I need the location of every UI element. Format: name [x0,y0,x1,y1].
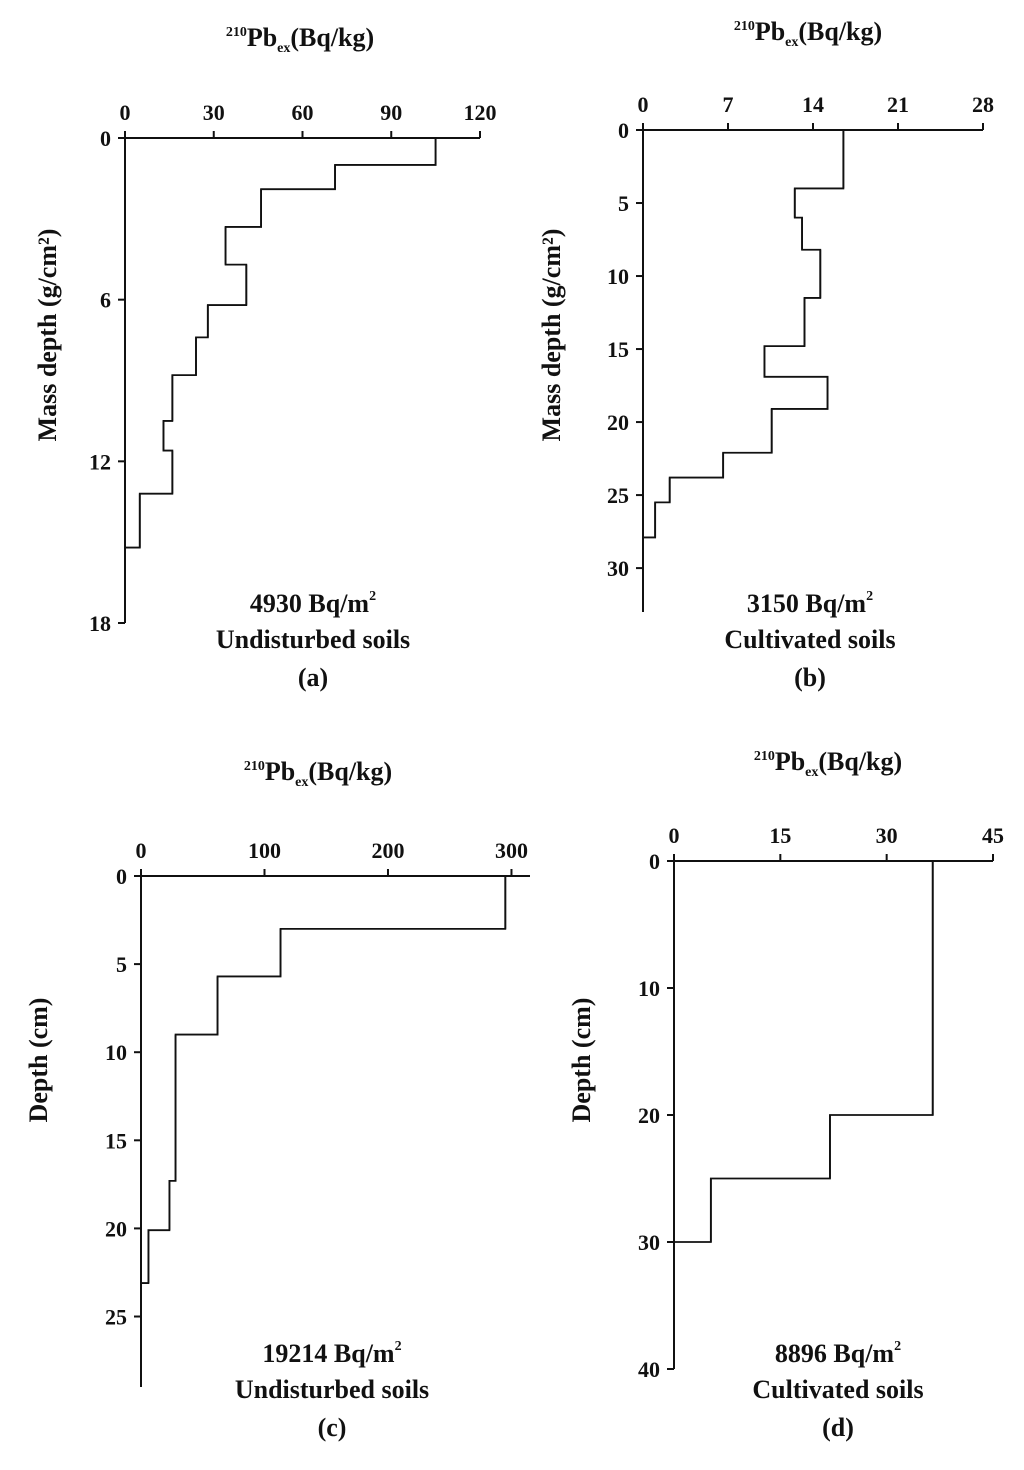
y-tick-label-a: 0 [100,126,111,151]
y-tick-label-c: 25 [105,1305,127,1330]
y-tick-label-d: 0 [649,849,660,874]
inventory-value: 3150 Bq/m [747,589,867,618]
soil-type-label-b: Cultivated soils [724,625,895,654]
inventory-sup: 2 [395,1339,402,1354]
x-tick-label-a: 60 [292,100,314,125]
x-axis-title-unit: (Bq/kg) [798,17,882,46]
panel-label-b: (b) [794,663,826,692]
y-tick-label-d: 30 [638,1230,660,1255]
x-tick-label-a: 90 [380,100,402,125]
y-tick-label-b: 15 [607,337,629,362]
x-axis-title-b: 210Pbex(Bq/kg) [734,17,882,50]
soil-type-label-a: Undisturbed soils [216,625,410,654]
inventory-value: 19214 Bq/m [262,1339,395,1368]
x-axis-title-sub: ex [295,775,308,790]
x-tick-label-d: 15 [769,823,791,848]
inventory-value: 4930 Bq/m [250,589,370,618]
inventory-sup: 2 [369,589,376,604]
x-tick-label-b: 7 [723,92,734,117]
y-tick-label-a: 6 [100,288,111,313]
x-tick-label-b: 21 [887,92,909,117]
x-axis-title-sub: ex [805,765,818,780]
panel-label-c: (c) [318,1413,347,1442]
y-tick-label-b: 10 [607,264,629,289]
profile-line-d [674,860,934,1243]
y-tick-label-a: 18 [89,611,111,636]
x-axis-title-unit: (Bq/kg) [818,747,902,776]
y-tick-label-b: 0 [618,118,629,143]
y-tick-label-d: 40 [638,1357,660,1382]
x-tick-label-d: 30 [876,823,898,848]
y-tick-label-b: 25 [607,483,629,508]
x-tick-label-c: 0 [136,838,147,863]
profile-line-b [643,129,845,539]
y-tick-label-c: 15 [105,1128,127,1153]
y-tick-label-c: 20 [105,1216,127,1241]
x-axis-title-base: Pb [247,23,277,52]
inventory-value: 8896 Bq/m [775,1339,895,1368]
x-tick-label-b: 0 [638,92,649,117]
y-tick-label-d: 10 [638,976,660,1001]
y-tick-label-a: 12 [89,449,111,474]
x-axis-title-sub: ex [277,41,290,56]
inventory-label-a: 4930 Bq/m2 [250,589,376,618]
x-axis-title-sup: 210 [226,25,247,40]
x-tick-label-b: 28 [972,92,994,117]
x-tick-label-d: 0 [669,823,680,848]
y-tick-label-c: 0 [116,864,127,889]
x-tick-label-d: 45 [982,823,1004,848]
x-axis-title-c: 210Pbex(Bq/kg) [244,757,392,790]
y-tick-label-b: 20 [607,410,629,435]
inventory-sup: 2 [894,1339,901,1354]
x-tick-label-c: 200 [371,838,404,863]
panel-label-d: (d) [822,1413,854,1442]
inventory-label-b: 3150 Bq/m2 [747,589,873,618]
y-tick-label-c: 10 [105,1040,127,1065]
x-axis-title-base: Pb [755,17,785,46]
y-axis-title-b: Mass depth (g/cm²) [537,229,566,442]
inventory-sup: 2 [866,589,873,604]
x-axis-title-base: Pb [775,747,805,776]
panel-c: 0 100 200 300 0 5 10 15 20 25 210Pbex(Bq/kg) Depth … [24,757,530,1442]
x-axis-title-sup: 210 [754,749,775,764]
x-tick-label-c: 100 [248,838,281,863]
x-tick-label-a: 0 [120,100,131,125]
panel-d: 0 15 30 45 0 10 20 30 40 210Pbex(Bq/kg) Depth (cm)… [567,747,1004,1442]
y-tick-label-b: 30 [607,556,629,581]
soil-type-label-c: Undisturbed soils [235,1375,429,1404]
x-axis-title-sup: 210 [734,19,755,34]
x-axis-title-unit: (Bq/kg) [308,757,392,786]
inventory-label-d: 8896 Bq/m2 [775,1339,901,1368]
y-tick-label-b: 5 [618,191,629,216]
x-axis-title-base: Pb [265,757,295,786]
x-axis-title-unit: (Bq/kg) [290,23,374,52]
y-axis-title-c: Depth (cm) [24,998,53,1123]
x-tick-label-a: 120 [464,100,497,125]
profile-line-c [141,875,507,1284]
panel-a: 0 30 60 90 120 0 6 12 18 210Pbex(Bq/kg) Mass depth… [33,23,497,692]
x-axis-title-a: 210Pbex(Bq/kg) [226,23,374,56]
x-tick-label-b: 14 [802,92,824,117]
inventory-label-c: 19214 Bq/m2 [262,1339,401,1368]
x-tick-label-a: 30 [203,100,225,125]
soil-type-label-d: Cultivated soils [752,1375,923,1404]
x-axis-title-sub: ex [785,35,798,50]
x-tick-label-c: 300 [495,838,528,863]
y-tick-label-d: 20 [638,1103,660,1128]
y-tick-label-c: 5 [116,952,127,977]
x-axis-title-d: 210Pbex(Bq/kg) [754,747,902,780]
y-axis-title-d: Depth (cm) [567,998,596,1123]
y-axis-title-a: Mass depth (g/cm²) [33,229,62,442]
panel-b: 0 7 14 21 28 0 5 10 15 20 25 30 210Pbex(Bq/kg) Mass d… [537,17,994,692]
panel-label-a: (a) [298,663,328,692]
x-axis-title-sup: 210 [244,759,265,774]
